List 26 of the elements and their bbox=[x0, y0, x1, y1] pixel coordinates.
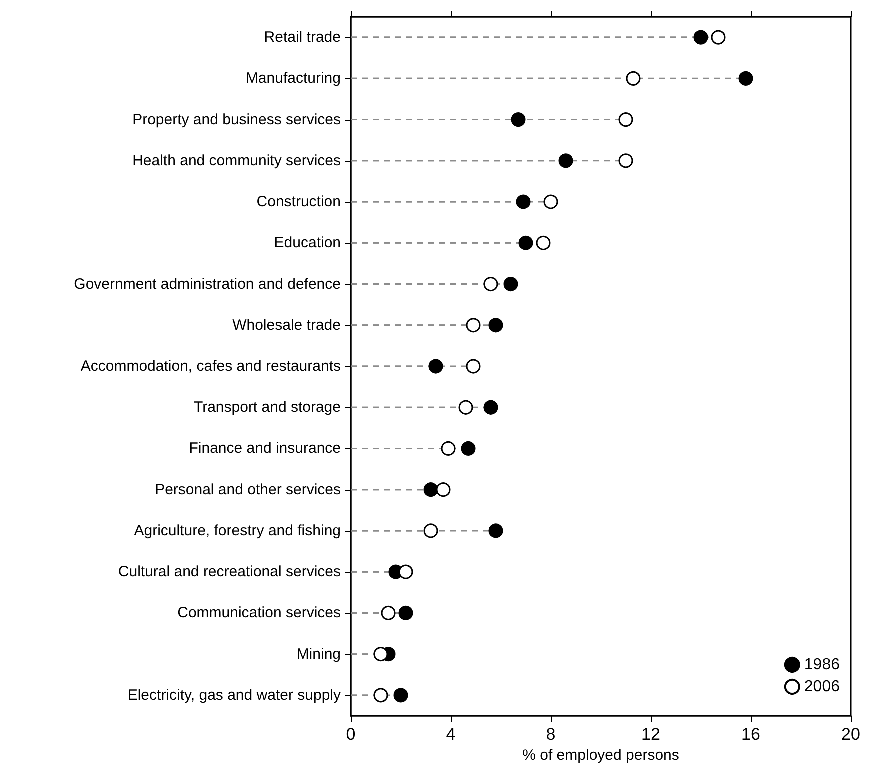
y-tick-label: Personal and other services bbox=[155, 481, 341, 498]
x-tick-label: 8 bbox=[546, 725, 556, 744]
y-tick-label: Construction bbox=[256, 194, 341, 211]
y-tick-label: Health and community services bbox=[132, 152, 341, 170]
y-tick-label: Communication services bbox=[178, 604, 341, 622]
x-axis-title: % of employed persons bbox=[522, 746, 680, 764]
y-tick-label: Manufacturing bbox=[246, 70, 341, 88]
x-tick-label: 0 bbox=[346, 725, 356, 744]
y-tick-label: Property and business services bbox=[132, 111, 341, 128]
y-tick-label: Mining bbox=[296, 646, 341, 663]
x-tick-label: 16 bbox=[742, 725, 760, 744]
y-tick-label: Electricity, gas and water supply bbox=[128, 686, 342, 704]
x-tick-label: 4 bbox=[446, 725, 456, 744]
y-tick-label: Government administration and defence bbox=[74, 276, 341, 293]
x-tick-label: 20 bbox=[842, 725, 860, 744]
y-tick-label: Cultural and recreational services bbox=[118, 564, 341, 581]
y-tick-label: Wholesale trade bbox=[232, 316, 341, 334]
legend-label: 2006 bbox=[804, 678, 840, 696]
y-tick-label: Retail trade bbox=[264, 29, 341, 46]
y-tick-label: Finance and insurance bbox=[189, 440, 341, 458]
y-tick-label: Accommodation, cafes and restaurants bbox=[80, 358, 341, 375]
y-tick-label: Education bbox=[274, 234, 341, 252]
legend-label: 1986 bbox=[804, 656, 840, 674]
x-tick-label: 12 bbox=[642, 725, 660, 744]
y-tick-label: Transport and storage bbox=[194, 399, 341, 416]
y-tick-label: Agriculture, forestry and fishing bbox=[134, 522, 341, 540]
